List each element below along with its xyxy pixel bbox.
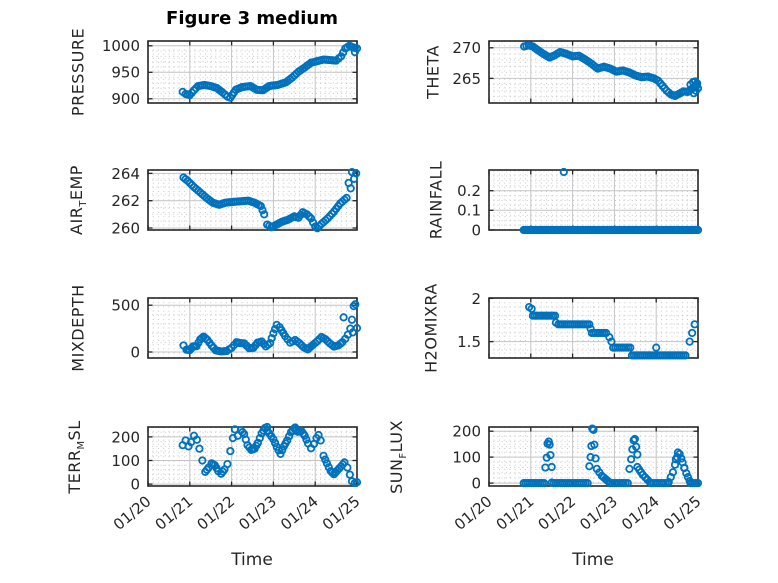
svg-text:01/22: 01/22 xyxy=(534,492,579,534)
figure-title: Figure 3 medium xyxy=(166,8,338,29)
svg-text:200: 200 xyxy=(452,423,481,441)
ylabel-mixdepth: MIXDEPTH xyxy=(68,284,88,372)
svg-text:0: 0 xyxy=(130,343,140,361)
svg-text:01/21: 01/21 xyxy=(152,492,197,534)
svg-text:01/20: 01/20 xyxy=(451,492,496,534)
svg-text:01/25: 01/25 xyxy=(660,492,705,534)
svg-text:01/20: 01/20 xyxy=(110,492,155,534)
subplot-theta: 265 270 xyxy=(452,39,703,104)
svg-text:0: 0 xyxy=(130,476,140,494)
svg-text:0: 0 xyxy=(471,221,481,239)
subplot-mixdepth: 0 500 xyxy=(111,297,362,361)
svg-text:01/21: 01/21 xyxy=(493,492,538,534)
svg-text:0: 0 xyxy=(471,475,481,493)
ylabel-h2omixra: H2OMIXRA xyxy=(421,283,441,373)
ylabel-pressure: PRESSURE xyxy=(68,27,88,117)
svg-text:264: 264 xyxy=(111,165,140,183)
svg-text:0.2: 0.2 xyxy=(457,182,481,200)
x-axis-label-left: Time xyxy=(231,550,273,570)
svg-text:900: 900 xyxy=(111,90,140,108)
svg-text:260: 260 xyxy=(111,219,140,237)
svg-text:265: 265 xyxy=(452,70,481,88)
svg-text:01/22: 01/22 xyxy=(193,492,238,534)
svg-text:1.5: 1.5 xyxy=(457,333,481,351)
svg-text:500: 500 xyxy=(111,297,140,315)
svg-text:1000: 1000 xyxy=(102,37,140,55)
subplot-h2omixra: 1.52 xyxy=(457,290,699,360)
ylabel-terr-msl: TERRMSL xyxy=(64,419,88,494)
svg-text:01/24: 01/24 xyxy=(618,492,663,534)
subplot-rainfall: 00.1 0.2 xyxy=(457,167,703,239)
svg-text:01/24: 01/24 xyxy=(277,492,322,534)
svg-text:262: 262 xyxy=(111,192,140,210)
svg-text:0.1: 0.1 xyxy=(457,202,481,220)
ylabel-air-temp: AIRTEMP xyxy=(66,165,90,235)
svg-text:01/23: 01/23 xyxy=(576,492,621,534)
svg-text:2: 2 xyxy=(471,290,481,308)
svg-text:950: 950 xyxy=(111,64,140,82)
svg-text:200: 200 xyxy=(111,428,140,446)
svg-text:100: 100 xyxy=(452,449,481,467)
x-axis-label-right: Time xyxy=(572,550,614,570)
subplot-air-temp: 260 262 264 xyxy=(111,165,361,237)
ylabel-theta: THETA xyxy=(423,45,443,99)
svg-text:270: 270 xyxy=(452,39,481,57)
svg-text:01/23: 01/23 xyxy=(235,492,280,534)
svg-text:01/25: 01/25 xyxy=(319,492,364,534)
svg-text:100: 100 xyxy=(111,452,140,470)
ylabel-rainfall: RAINFALL xyxy=(426,160,446,240)
subplot-pressure: 900 950 1000 xyxy=(102,37,362,108)
ylabel-sun-flux: SUNFLUX xyxy=(386,419,410,494)
